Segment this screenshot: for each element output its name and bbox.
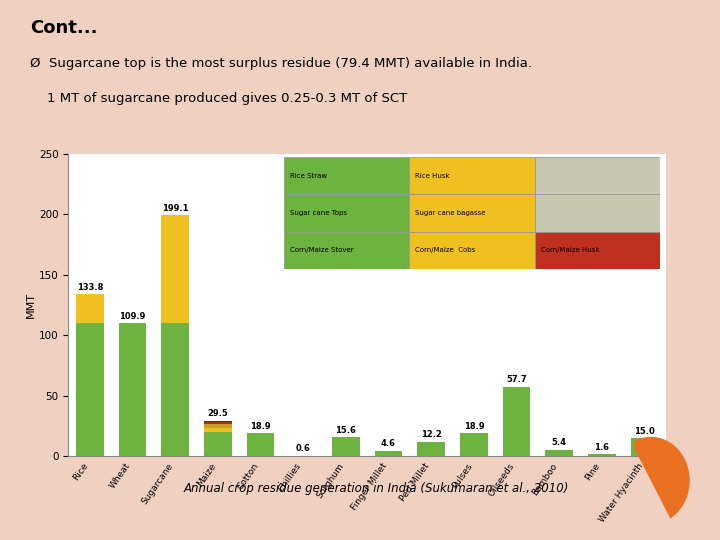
Text: 18.9: 18.9 [464, 422, 485, 431]
Text: 133.8: 133.8 [76, 283, 103, 292]
Bar [503, 387, 531, 456]
Text: Cont...: Cont... [30, 19, 98, 37]
Bar [161, 323, 189, 456]
Bar [76, 323, 104, 456]
Bar [204, 422, 232, 424]
Bar [374, 451, 402, 456]
Text: 109.9: 109.9 [120, 312, 145, 321]
Bar [418, 442, 445, 456]
Y-axis label: MMT: MMT [26, 292, 36, 318]
Bar [546, 450, 573, 456]
Bar [332, 437, 360, 456]
Bar [161, 215, 189, 323]
Bar [204, 421, 232, 422]
Wedge shape [631, 437, 690, 518]
Text: 1 MT of sugarcane produced gives 0.25-0.3 MT of SCT: 1 MT of sugarcane produced gives 0.25-0.… [30, 92, 408, 105]
Bar [588, 454, 616, 456]
Text: Ø  Sugarcane top is the most surplus residue (79.4 MMT) available in India.: Ø Sugarcane top is the most surplus resi… [30, 57, 532, 70]
Bar [76, 294, 104, 323]
Text: 18.9: 18.9 [250, 422, 271, 431]
Text: 1.6: 1.6 [595, 443, 609, 452]
Text: 29.5: 29.5 [207, 409, 228, 418]
Text: 0.6: 0.6 [296, 444, 310, 453]
Text: 199.1: 199.1 [162, 204, 189, 213]
Bar [204, 428, 232, 432]
Text: 5.4: 5.4 [552, 438, 567, 447]
Bar [204, 432, 232, 456]
Bar [204, 424, 232, 428]
Bar [631, 438, 659, 456]
Text: 15.6: 15.6 [336, 426, 356, 435]
Text: 57.7: 57.7 [506, 375, 527, 384]
Bar [247, 434, 274, 456]
Text: 4.6: 4.6 [381, 440, 396, 448]
Text: 12.2: 12.2 [420, 430, 441, 439]
Text: Annual crop residue generation in India (Sukumaran et al., 2010): Annual crop residue generation in India … [184, 482, 569, 495]
Bar [460, 434, 487, 456]
Text: 15.0: 15.0 [634, 427, 655, 436]
Bar [119, 323, 146, 456]
